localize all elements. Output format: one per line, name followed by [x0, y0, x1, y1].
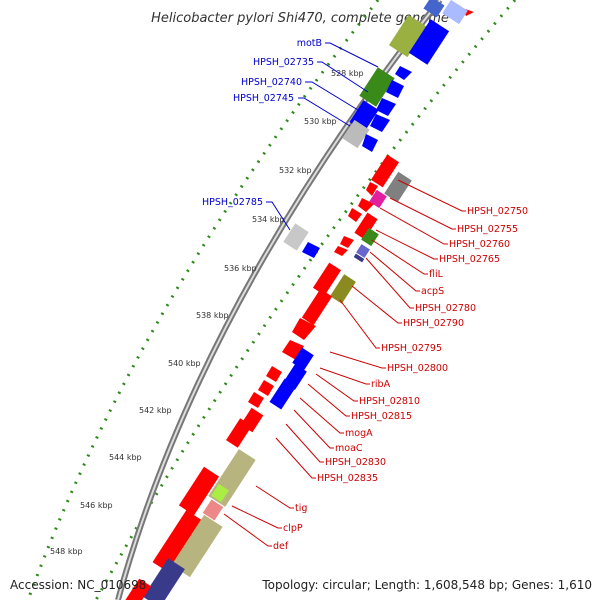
gene-label-flil[interactable]: fliL: [429, 269, 444, 280]
gene-label-hpsh-02830[interactable]: HPSH_02830: [325, 457, 386, 468]
gene-label-moga[interactable]: mogA: [345, 428, 373, 439]
right-gene-labels: HPSH_02750 HPSH_02755 HPSH_02760 HPSH_02…: [273, 206, 528, 552]
gene-label-hpsh-02785[interactable]: HPSH_02785: [202, 197, 263, 208]
gene-features: [122, 0, 468, 600]
accession-label: Accession: NC_010698: [10, 578, 147, 592]
left-gene-labels: motB HPSH_02735 HPSH_02740 HPSH_02745 HP…: [202, 38, 322, 208]
gene-label-acps[interactable]: acpS: [421, 286, 444, 297]
gene-label-hpsh-02800[interactable]: HPSH_02800: [387, 363, 448, 374]
gene-label-motb[interactable]: motB: [297, 38, 322, 49]
gene-label-hpsh-02740[interactable]: HPSH_02740: [241, 77, 302, 88]
gene-label-hpsh-02790[interactable]: HPSH_02790: [403, 318, 464, 329]
kbp-label: 530 kbp: [304, 117, 337, 126]
gene-label-hpsh-02750[interactable]: HPSH_02750: [467, 206, 528, 217]
gene-label-hpsh-02835[interactable]: HPSH_02835: [317, 473, 378, 484]
gene-label-hpsh-02765[interactable]: HPSH_02765: [439, 254, 500, 265]
gene-label-moac[interactable]: moaC: [335, 443, 363, 454]
kbp-label: 538 kbp: [196, 311, 229, 320]
gene-label-hpsh-02780[interactable]: HPSH_02780: [415, 303, 476, 314]
kbp-label: 534 kbp: [252, 215, 285, 224]
gene-label-hpsh-02815[interactable]: HPSH_02815: [351, 411, 412, 422]
genome-title: Helicobacter pylori Shi470, complete gen…: [151, 11, 449, 26]
right-leader-lines: [223, 179, 466, 547]
kbp-label: 544 kbp: [109, 453, 142, 462]
kbp-label: 528 kbp: [331, 69, 364, 78]
kbp-label: 532 kbp: [279, 166, 312, 175]
kbp-label: 540 kbp: [168, 359, 201, 368]
genome-summary: Topology: circular; Length: 1,608,548 bp…: [262, 578, 592, 592]
gene-label-hpsh-02755[interactable]: HPSH_02755: [457, 224, 518, 235]
gene-label-hpsh-02795[interactable]: HPSH_02795: [381, 343, 442, 354]
kbp-label: 548 kbp: [50, 547, 83, 556]
kbp-label: 536 kbp: [224, 264, 257, 273]
gene-label-hpsh-02810[interactable]: HPSH_02810: [359, 396, 420, 407]
gene-label-riba[interactable]: ribA: [371, 379, 391, 390]
kbp-label: 546 kbp: [80, 501, 113, 510]
gene-label-def[interactable]: def: [273, 541, 289, 552]
gene-label-clpp[interactable]: clpP: [283, 523, 303, 534]
gene-label-hpsh-02745[interactable]: HPSH_02745: [233, 93, 294, 104]
left-leader-lines: [266, 42, 379, 231]
gene-label-hpsh-02735[interactable]: HPSH_02735: [253, 57, 314, 68]
gene-label-hpsh-02760[interactable]: HPSH_02760: [449, 239, 510, 250]
gene-label-tig[interactable]: tig: [295, 503, 307, 514]
inner-dotted-track: [26, 0, 380, 600]
kbp-label: 542 kbp: [139, 406, 172, 415]
